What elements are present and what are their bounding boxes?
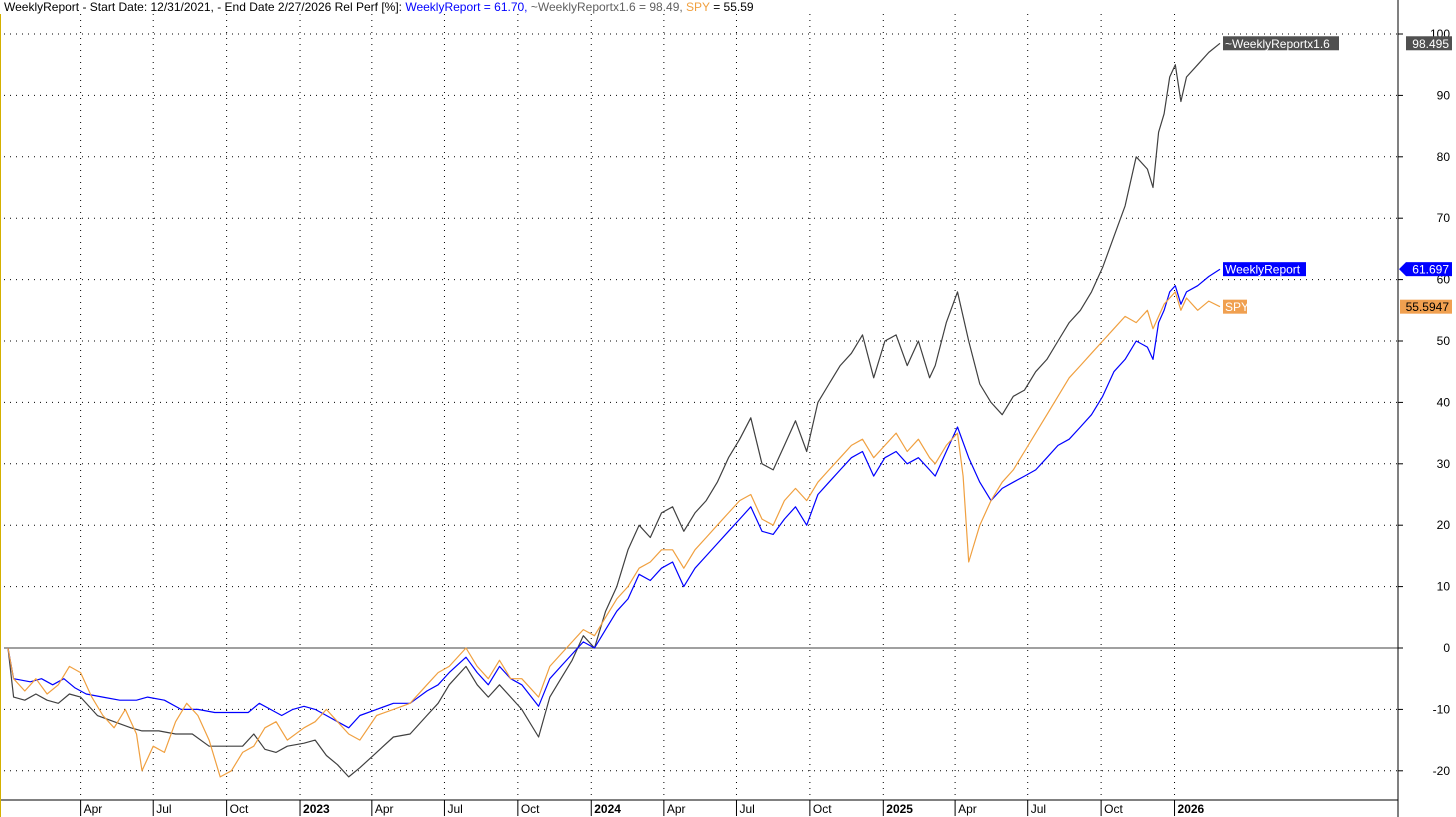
series-name-tag-bg-0 <box>1223 36 1339 51</box>
x-tick-label: 2025 <box>886 802 913 816</box>
series-name-tag-2: SPY <box>1225 300 1249 314</box>
x-tick-label: Oct <box>521 802 540 816</box>
series-name-tag-1: WeeklyReport <box>1225 263 1301 277</box>
series-line-1 <box>7 268 1221 729</box>
y-tick-label: -10 <box>1433 702 1451 716</box>
x-tick-label: Jul <box>156 802 171 816</box>
chart-header: WeeklyReport - Start Date: 12/31/2021, -… <box>4 0 754 15</box>
header-spy: SPY <box>682 0 710 14</box>
header-prefix: WeeklyReport - Start Date: 12/31/2021, -… <box>4 0 406 14</box>
y-tick-label: 70 <box>1437 211 1451 225</box>
x-tick-label: Apr <box>958 802 977 816</box>
series-value-tag-2: 55.5947 <box>1406 300 1450 314</box>
y-tick-label: 10 <box>1437 580 1451 594</box>
series-line-2 <box>7 291 1221 778</box>
series-value-tag-bg-1 <box>1406 262 1452 277</box>
y-tick-label: -20 <box>1433 764 1451 778</box>
y-tick-label: 80 <box>1437 150 1451 164</box>
x-tick-label: Apr <box>667 802 686 816</box>
x-tick-label: 2024 <box>594 802 621 816</box>
x-tick-label: Apr <box>375 802 394 816</box>
series-value-tag-arrow-1 <box>1399 262 1406 277</box>
header-weeklyreport: WeeklyReport = 61.70, <box>405 0 528 14</box>
series-value-tag-1: 61.697 <box>1412 263 1449 277</box>
y-tick-label: 90 <box>1437 88 1451 102</box>
header-weeklyreport-x16: ~WeeklyReportx1.6 = 98.49, <box>527 0 683 14</box>
header-spy-value: = 55.59 <box>709 0 754 14</box>
y-tick-label: 20 <box>1437 518 1451 532</box>
x-tick-label: Jul <box>1031 802 1046 816</box>
x-tick-label: Apr <box>84 802 103 816</box>
x-tick-label: Oct <box>813 802 832 816</box>
x-tick-label: Jul <box>739 802 754 816</box>
x-tick-label: 2026 <box>1178 802 1205 816</box>
x-tick-label: Oct <box>1104 802 1123 816</box>
y-tick-label: 40 <box>1437 395 1451 409</box>
series-name-tag-bg-2 <box>1223 299 1247 314</box>
y-tick-label: 50 <box>1437 334 1451 348</box>
y-tick-label: 0 <box>1443 641 1450 655</box>
x-tick-label: 2023 <box>303 802 330 816</box>
x-tick-label: Oct <box>230 802 249 816</box>
series-value-tag-bg-0 <box>1406 36 1452 51</box>
series-name-tag-bg-1 <box>1223 262 1306 277</box>
series-value-tag-bg-2 <box>1400 299 1452 314</box>
y-tick-label: 30 <box>1437 457 1451 471</box>
series-name-tag-0: ~WeeklyReportx1.6 <box>1225 37 1330 51</box>
series-line-0 <box>7 42 1221 778</box>
x-tick-label: Jul <box>447 802 462 816</box>
series-value-tag-0: 98.495 <box>1412 37 1449 51</box>
